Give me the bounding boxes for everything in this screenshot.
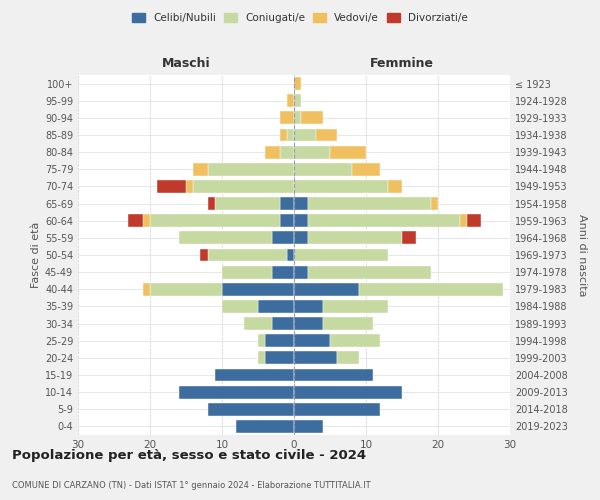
- Bar: [301, 112, 323, 124]
- Bar: [294, 300, 323, 313]
- Bar: [215, 368, 294, 382]
- Bar: [265, 146, 280, 158]
- Bar: [294, 403, 380, 415]
- Bar: [467, 214, 481, 227]
- Bar: [272, 317, 294, 330]
- Bar: [179, 386, 294, 398]
- Bar: [236, 420, 294, 433]
- Bar: [294, 146, 330, 158]
- Bar: [294, 163, 352, 175]
- Text: Popolazione per età, sesso e stato civile - 2024: Popolazione per età, sesso e stato civil…: [12, 450, 366, 462]
- Bar: [294, 180, 388, 193]
- Bar: [244, 317, 272, 330]
- Bar: [294, 197, 308, 210]
- Bar: [208, 248, 287, 262]
- Bar: [150, 283, 222, 296]
- Bar: [352, 163, 380, 175]
- Bar: [258, 334, 265, 347]
- Text: COMUNE DI CARZANO (TN) - Dati ISTAT 1° gennaio 2024 - Elaborazione TUTTITALIA.IT: COMUNE DI CARZANO (TN) - Dati ISTAT 1° g…: [12, 481, 371, 490]
- Bar: [294, 352, 337, 364]
- Bar: [308, 214, 460, 227]
- Bar: [388, 180, 402, 193]
- Bar: [280, 146, 294, 158]
- Bar: [287, 94, 294, 107]
- Bar: [337, 352, 359, 364]
- Bar: [222, 300, 258, 313]
- Bar: [280, 128, 287, 141]
- Bar: [265, 334, 294, 347]
- Bar: [294, 77, 301, 90]
- Bar: [323, 300, 388, 313]
- Bar: [294, 266, 308, 278]
- Bar: [280, 214, 294, 227]
- Bar: [143, 214, 150, 227]
- Bar: [272, 266, 294, 278]
- Bar: [280, 112, 294, 124]
- Bar: [272, 232, 294, 244]
- Bar: [157, 180, 186, 193]
- Bar: [287, 248, 294, 262]
- Bar: [330, 146, 366, 158]
- Bar: [294, 214, 308, 227]
- Bar: [294, 232, 308, 244]
- Bar: [208, 197, 215, 210]
- Bar: [294, 317, 323, 330]
- Bar: [330, 334, 380, 347]
- Bar: [308, 266, 431, 278]
- Bar: [294, 334, 330, 347]
- Bar: [186, 180, 193, 193]
- Bar: [308, 197, 431, 210]
- Bar: [287, 128, 294, 141]
- Bar: [215, 197, 280, 210]
- Bar: [265, 352, 294, 364]
- Bar: [316, 128, 337, 141]
- Bar: [402, 232, 416, 244]
- Bar: [431, 197, 438, 210]
- Bar: [143, 283, 150, 296]
- Bar: [294, 368, 373, 382]
- Bar: [193, 163, 208, 175]
- Y-axis label: Fasce di età: Fasce di età: [31, 222, 41, 288]
- Bar: [128, 214, 143, 227]
- Bar: [308, 232, 402, 244]
- Bar: [150, 214, 280, 227]
- Bar: [294, 386, 402, 398]
- Bar: [323, 317, 373, 330]
- Bar: [179, 232, 272, 244]
- Bar: [294, 420, 323, 433]
- Bar: [193, 180, 294, 193]
- Bar: [359, 283, 503, 296]
- Text: Maschi: Maschi: [161, 57, 211, 70]
- Bar: [222, 283, 294, 296]
- Bar: [258, 352, 265, 364]
- Bar: [280, 197, 294, 210]
- Bar: [460, 214, 467, 227]
- Bar: [208, 403, 294, 415]
- Bar: [258, 300, 294, 313]
- Bar: [294, 248, 388, 262]
- Bar: [294, 112, 301, 124]
- Bar: [200, 248, 208, 262]
- Bar: [294, 94, 301, 107]
- Bar: [208, 163, 294, 175]
- Bar: [222, 266, 272, 278]
- Legend: Celibi/Nubili, Coniugati/e, Vedovi/e, Divorziati/e: Celibi/Nubili, Coniugati/e, Vedovi/e, Di…: [129, 10, 471, 26]
- Y-axis label: Anni di nascita: Anni di nascita: [577, 214, 587, 296]
- Bar: [294, 128, 316, 141]
- Bar: [294, 283, 359, 296]
- Text: Femmine: Femmine: [370, 57, 434, 70]
